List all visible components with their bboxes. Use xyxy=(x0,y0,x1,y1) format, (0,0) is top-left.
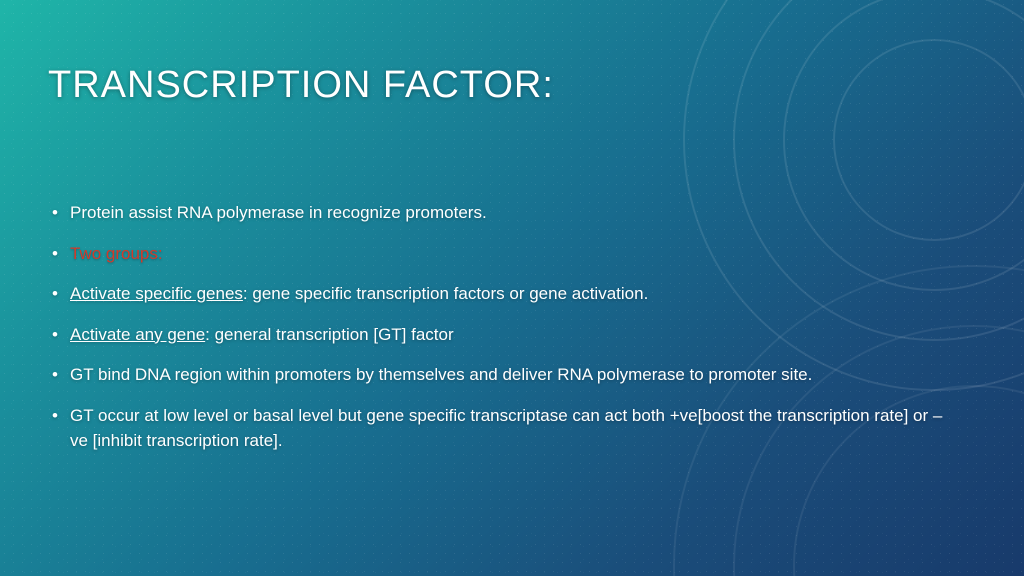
bullet-text: Activate specific genes xyxy=(70,284,243,303)
bullet-item: Protein assist RNA polymerase in recogni… xyxy=(48,200,964,226)
slide-title: TRANSCRIPTION FACTOR: xyxy=(48,64,554,107)
slide-body: Protein assist RNA polymerase in recogni… xyxy=(48,200,964,469)
bullet-text: : general transcription [GT] factor xyxy=(205,325,454,344)
bullet-item: Activate any gene: general transcription… xyxy=(48,322,964,348)
bullet-text: Two groups: xyxy=(70,244,163,263)
bullet-item: GT bind DNA region within promoters by t… xyxy=(48,362,964,388)
bullet-item: GT occur at low level or basal level but… xyxy=(48,403,964,454)
bullet-text: Protein assist RNA polymerase in recogni… xyxy=(70,203,487,222)
bullet-list: Protein assist RNA polymerase in recogni… xyxy=(48,200,964,454)
bullet-text: Activate any gene xyxy=(70,325,205,344)
bullet-text: GT bind DNA region within promoters by t… xyxy=(70,365,812,384)
bullet-item: Activate specific genes: gene specific t… xyxy=(48,281,964,307)
bullet-item: Two groups: xyxy=(48,241,964,267)
bullet-text: : gene specific transcription factors or… xyxy=(243,284,648,303)
bullet-text: GT occur at low level or basal level but… xyxy=(70,406,942,451)
slide: TRANSCRIPTION FACTOR: Protein assist RNA… xyxy=(0,0,1024,576)
